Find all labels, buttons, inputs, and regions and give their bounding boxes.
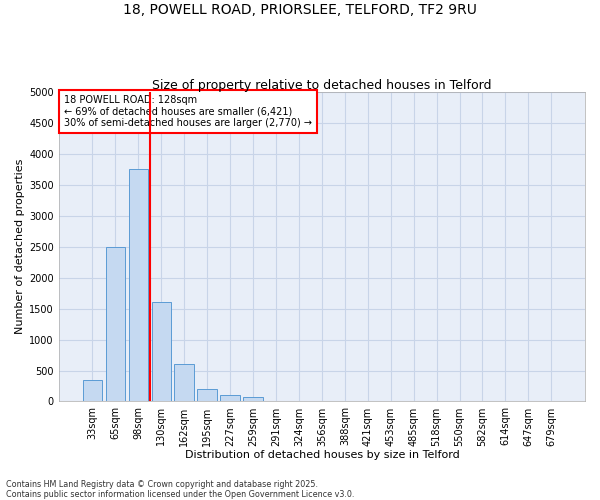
Bar [83,380,102,402]
Text: 18, POWELL ROAD, PRIORSLEE, TELFORD, TF2 9RU: 18, POWELL ROAD, PRIORSLEE, TELFORD, TF2… [123,2,477,16]
Bar [152,302,171,402]
Bar [175,364,194,402]
Bar [197,389,217,402]
Y-axis label: Number of detached properties: Number of detached properties [15,159,25,334]
Text: 18 POWELL ROAD: 128sqm
← 69% of detached houses are smaller (6,421)
30% of semi-: 18 POWELL ROAD: 128sqm ← 69% of detached… [64,95,312,128]
Bar [106,246,125,402]
Text: Contains HM Land Registry data © Crown copyright and database right 2025.
Contai: Contains HM Land Registry data © Crown c… [6,480,355,499]
Bar [244,397,263,402]
Title: Size of property relative to detached houses in Telford: Size of property relative to detached ho… [152,79,491,92]
Bar [220,396,240,402]
Bar [128,170,148,402]
X-axis label: Distribution of detached houses by size in Telford: Distribution of detached houses by size … [185,450,459,460]
